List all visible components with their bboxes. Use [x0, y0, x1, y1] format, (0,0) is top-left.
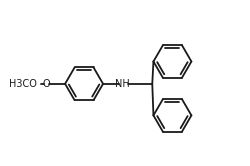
Text: O: O — [42, 79, 50, 89]
Text: H3CO: H3CO — [9, 79, 37, 89]
Text: NH: NH — [114, 79, 129, 89]
